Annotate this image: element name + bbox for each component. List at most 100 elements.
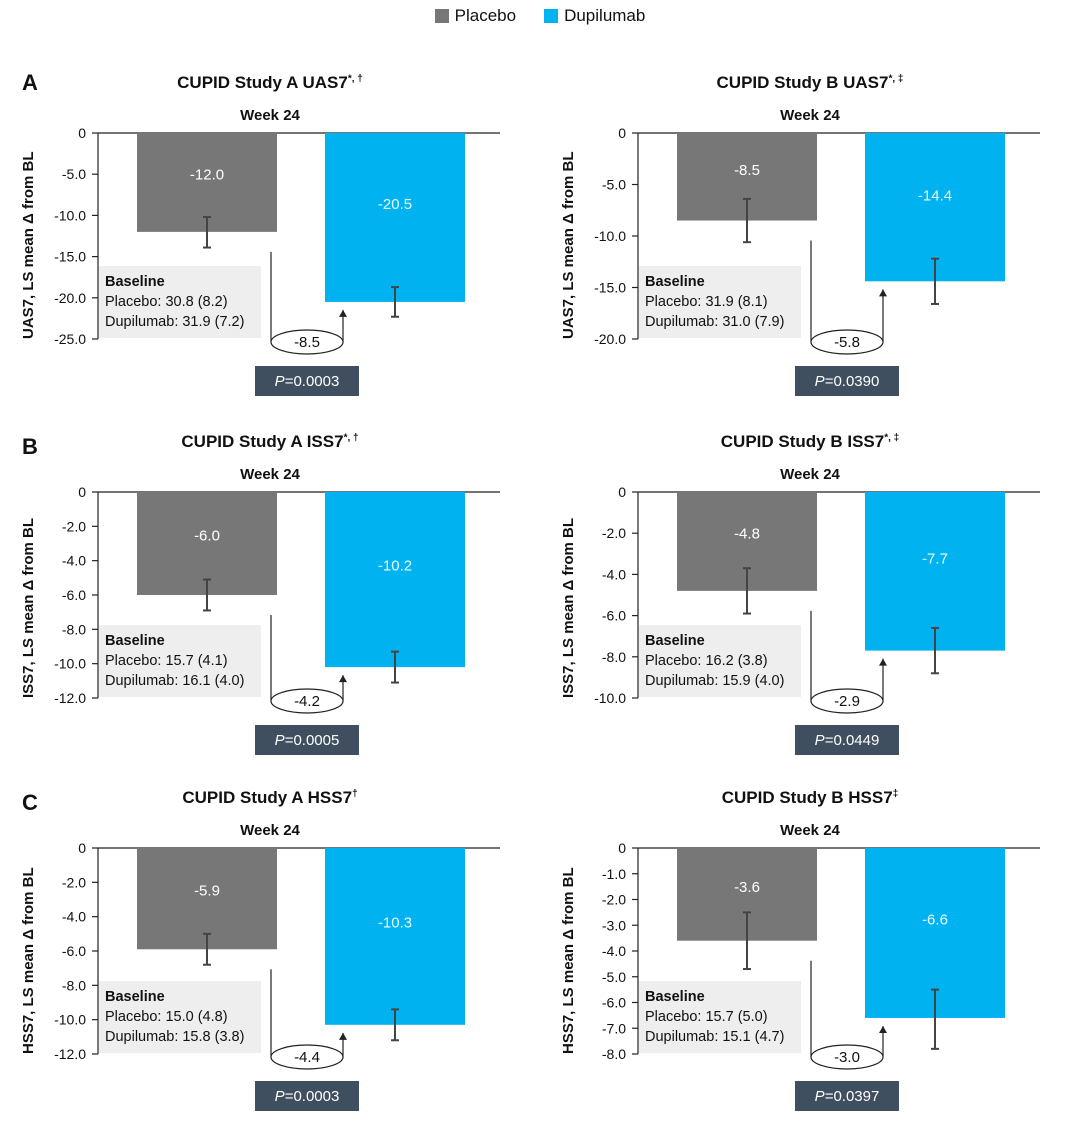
chart-title: CUPID Study A HSS7†: [0, 788, 540, 808]
p-value-badge: P =0.0003: [255, 1081, 359, 1111]
y-tick-label: -6.0: [602, 608, 626, 624]
difference-oval: [810, 329, 884, 355]
y-tick-label: -5.0: [62, 166, 86, 182]
chart-title: CUPID Study A UAS7*, †: [0, 73, 540, 93]
difference-oval: [270, 688, 344, 714]
p-value-prefix: P: [814, 1087, 825, 1105]
row-letter-b: B: [22, 434, 38, 459]
p-value-badge: P =0.0390: [795, 366, 899, 396]
chart-title-marks: *, ‡: [884, 432, 900, 444]
row-letter-a: A: [22, 70, 38, 95]
chart-svg: 0 -5.0 -10.0 -15.0 -20.0 -25.0 -12.0 -20.5 -8.5: [54, 125, 500, 355]
bar-value-label-placebo: -6.0: [194, 527, 220, 544]
p-value-badge: P =0.0005: [255, 725, 359, 755]
chart-title: CUPID Study A ISS7*, †: [0, 432, 540, 452]
y-tick-label: -1.0: [602, 866, 626, 882]
bar-value-label-placebo: -8.5: [734, 162, 760, 179]
y-tick-label: -8.0: [602, 1046, 626, 1062]
difference-label: -8.5: [294, 334, 320, 351]
p-value-prefix: P: [814, 731, 825, 749]
y-tick-label: -8.0: [602, 649, 626, 665]
y-tick-label: -2.0: [602, 525, 626, 541]
difference-arrowhead: [879, 1025, 887, 1033]
baseline-box: Baseline Placebo: 16.2 (3.8) Dupilumab: 15…: [639, 625, 801, 697]
bar-value-label-placebo: -5.9: [194, 883, 220, 900]
legend-item-placebo: Placebo: [434, 6, 517, 26]
y-tick-label: 0: [618, 840, 626, 856]
chart-title-marks: *, ‡: [888, 73, 904, 85]
difference-label: -2.9: [834, 693, 860, 710]
y-tick-label: -10.0: [594, 228, 626, 244]
y-tick-label: -5.0: [602, 969, 626, 985]
difference-label: -3.0: [834, 1049, 860, 1066]
baseline-placebo: Placebo: 16.2 (3.8): [645, 653, 768, 669]
chart-title-text: CUPID Study B UAS7: [716, 73, 889, 92]
y-tick-label: 0: [618, 125, 626, 141]
y-tick-label: -20.0: [54, 290, 86, 306]
baseline-dupilumab: Dupilumab: 31.0 (7.9): [645, 314, 785, 330]
y-tick-label: -6.0: [602, 995, 626, 1011]
chart-title: CUPID Study B ISS7*, ‡: [540, 432, 1080, 452]
legend-label-placebo: Placebo: [454, 6, 517, 25]
difference-arrowhead: [339, 309, 347, 317]
y-tick-label: -10.0: [54, 656, 86, 672]
chart-title-text: CUPID Study B HSS7: [721, 788, 893, 807]
bar-value-label-placebo: -12.0: [190, 167, 224, 184]
y-tick-label: -10.0: [54, 207, 86, 223]
difference-arrowhead: [879, 289, 887, 297]
p-value-prefix: P: [814, 372, 825, 390]
y-tick-label: -25.0: [54, 331, 86, 347]
y-tick-label: -12.0: [54, 690, 86, 706]
chart-panel: CUPID Study A HSS7† Week 24 0 -2.0 -4.0 -6.0 -…: [0, 788, 540, 1143]
y-tick-label: -2.0: [602, 892, 626, 908]
chart-title-marks: ‡: [892, 788, 899, 800]
baseline-placebo: Placebo: 30.8 (8.2): [105, 294, 228, 310]
difference-label: -4.4: [294, 1049, 320, 1066]
chart-title: CUPID Study B HSS7‡: [540, 788, 1080, 808]
baseline-box: Baseline Placebo: 15.7 (4.1) Dupilumab: 16…: [99, 625, 261, 697]
y-tick-label: -2.0: [62, 518, 86, 534]
bar-value-label-placebo: -4.8: [734, 526, 760, 543]
chart-subtitle: Week 24: [240, 822, 300, 839]
p-value-text: =0.0005: [284, 731, 340, 749]
baseline-placebo: Placebo: 15.0 (4.8): [105, 1009, 228, 1025]
y-tick-label: -8.0: [62, 977, 86, 993]
baseline-dupilumab: Dupilumab: 15.9 (4.0): [645, 673, 785, 689]
p-value-prefix: P: [274, 1087, 285, 1105]
p-value-badge: P =0.0449: [795, 725, 899, 755]
bar-dupilumab: [325, 848, 465, 1025]
baseline-title: Baseline: [105, 274, 165, 290]
p-value-text: =0.0397: [824, 1087, 880, 1105]
chart-panel: CUPID Study A UAS7*, † Week 24 0 -5.0 -10.0 -…: [0, 73, 540, 428]
chart-title-marks: *, †: [347, 73, 363, 85]
bar-value-label-dupilumab: -6.6: [922, 911, 948, 928]
y-tick-label: -10.0: [594, 690, 626, 706]
chart-title-marks: *, †: [343, 432, 359, 444]
legend-item-dupilumab: Dupilumab: [544, 6, 645, 26]
baseline-dupilumab: Dupilumab: 15.1 (4.7): [645, 1029, 785, 1045]
p-value-prefix: P: [274, 731, 285, 749]
bar-value-label-dupilumab: -7.7: [922, 551, 948, 568]
chart-svg: 0 -2.0 -4.0 -6.0 -8.0 -10.0 -4.8 -7.7 -2.9: [594, 484, 1040, 714]
chart-title-marks: †: [352, 788, 358, 800]
y-tick-label: 0: [78, 484, 86, 500]
chart-subtitle: Week 24: [780, 822, 840, 839]
y-tick-label: -20.0: [594, 331, 626, 347]
baseline-title: Baseline: [105, 989, 165, 1005]
y-tick-label: -4.0: [602, 943, 626, 959]
difference-arrowhead: [339, 675, 347, 683]
bar-dupilumab: [325, 492, 465, 668]
baseline-placebo: Placebo: 31.9 (8.1): [645, 294, 768, 310]
baseline-placebo: Placebo: 15.7 (5.0): [645, 1009, 768, 1025]
y-tick-label: -4.0: [62, 553, 86, 569]
baseline-title: Baseline: [105, 633, 165, 649]
bar-dupilumab: [325, 133, 465, 302]
y-tick-label: -4.0: [62, 909, 86, 925]
chart-panel: CUPID Study B HSS7‡ Week 24 0 -1.0 -2.0 -3.0 -…: [540, 788, 1080, 1143]
p-value-badge: P =0.0003: [255, 366, 359, 396]
legend-label-dupilumab: Dupilumab: [564, 6, 646, 25]
y-axis-label: ISS7, LS mean Δ from BL: [20, 518, 37, 698]
p-value-text: =0.0003: [284, 1087, 340, 1105]
baseline-title: Baseline: [645, 274, 705, 290]
y-tick-label: -7.0: [602, 1020, 626, 1036]
